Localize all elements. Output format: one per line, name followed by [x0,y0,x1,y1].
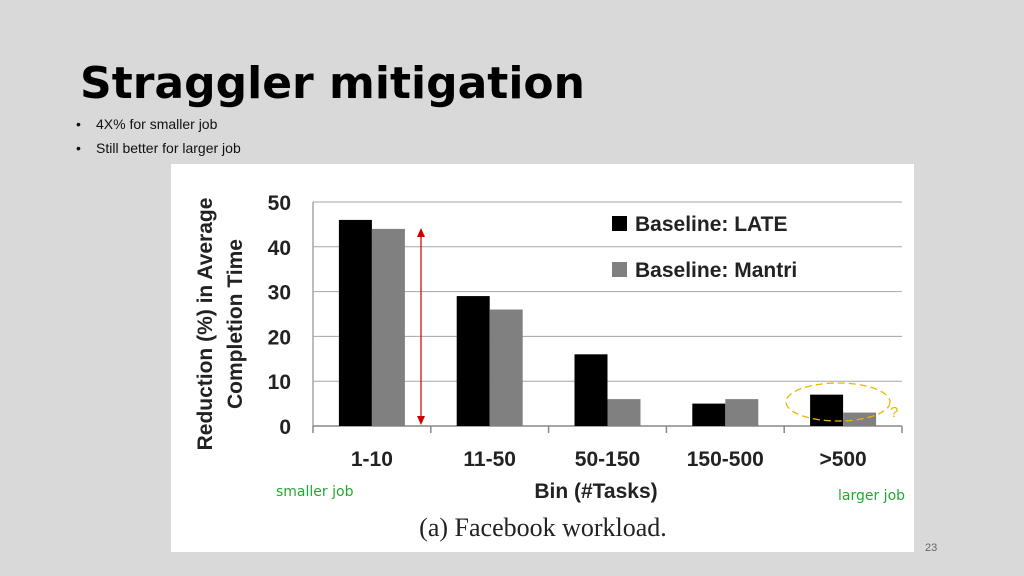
legend-label: Baseline: Mantri [635,259,797,282]
bar-mantri [725,399,759,426]
highlight-ellipse [785,382,891,422]
chart-card: 0 10 20 30 40 50 1-10 11-50 50-150 150-500 >500 Bas… [171,164,914,552]
smaller-job-note: smaller job [276,484,354,500]
bullet-dot: • [76,140,81,156]
bar-late [456,296,490,426]
arrow-head-top [417,228,425,237]
bar-chart: 0 10 20 30 40 50 1-10 11-50 50-150 150-500 >500 Bas… [194,192,905,542]
bar-mantri [371,228,405,426]
x-tick-label: 50-150 [575,448,640,471]
bullet-text: 4X% for smaller job [96,116,218,132]
bullet-list: • 4X% for smaller job • Still better for l… [76,112,241,160]
y-tick-label: 50 [268,192,291,215]
bar-mantri [489,309,523,426]
slide-title: Straggler mitigation [80,58,585,109]
x-tick-label: >500 [819,448,866,471]
y-tick-label: 10 [268,371,291,394]
bar-late [692,403,726,426]
bar-late [574,354,608,426]
y-tick-label: 30 [268,282,291,305]
question-mark: ? [890,404,898,421]
chart-caption: (a) Facebook workload. [419,513,667,542]
bullet-item: • 4X% for smaller job [76,112,241,136]
arrow-head-bottom [417,416,425,425]
bullet-dot: • [76,116,81,132]
y-axis-label: Reduction (%) in Average [194,198,217,451]
y-axis-label: Completion Time [224,239,247,409]
legend-label: Baseline: LATE [635,213,787,236]
y-tick-label: 40 [268,237,291,260]
x-tick-label: 1-10 [351,448,393,471]
bar-mantri [607,399,641,426]
slide-number: 23 [925,542,938,554]
x-axis-label: Bin (#Tasks) [534,480,657,503]
bar-late [338,219,372,426]
x-tick-label: 11-50 [463,448,516,471]
larger-job-note: larger job [838,488,905,504]
y-tick-label: 20 [268,326,291,349]
bullet-item: • Still better for larger job [76,136,241,160]
x-tick-label: 150-500 [687,448,764,471]
bullet-text: Still better for larger job [96,140,241,156]
y-tick-label: 0 [279,416,291,439]
legend-swatch [612,216,627,231]
legend-swatch [612,262,627,277]
